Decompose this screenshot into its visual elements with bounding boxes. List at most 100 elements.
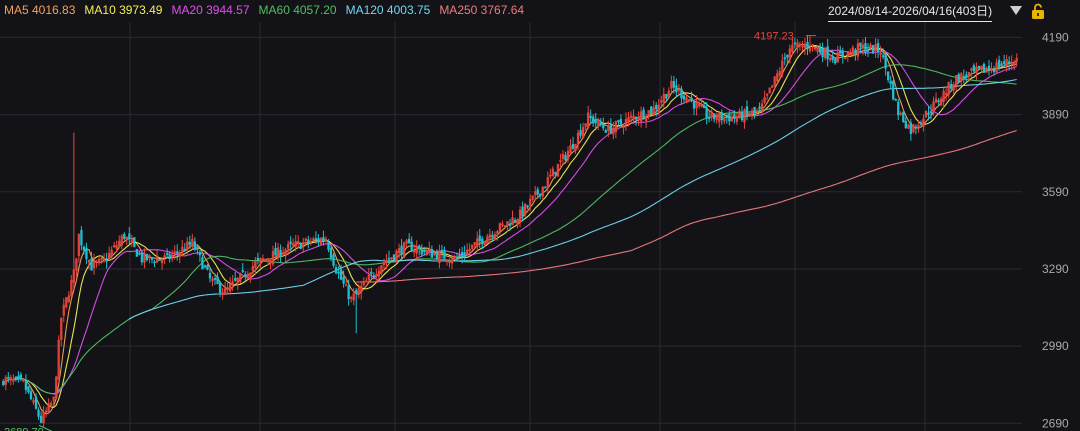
candle-body [34,396,38,409]
candle-body [491,235,494,238]
candle-body [922,118,925,127]
candle-body [513,220,517,222]
candle-body [612,127,615,135]
candle-body [241,270,244,272]
candle-body [307,239,310,244]
candle-body [508,224,512,226]
candle-body [400,245,403,255]
legend-ma250: MA250 3767.64 [439,3,525,17]
candle-body [324,238,328,242]
candle-body [627,116,630,122]
candle-body [221,292,224,296]
candle-body [859,42,862,47]
candle-body [768,87,771,94]
candle-body [12,379,15,382]
candle-body [791,44,794,53]
candle-body [395,250,398,263]
candle-body [50,402,53,406]
candle-body [32,400,35,403]
candle-body [302,242,305,247]
candle-body [355,290,358,294]
lock-icon[interactable] [1030,2,1046,20]
candle-body [864,43,867,53]
candle-body [271,251,275,265]
candle-body [347,285,350,300]
candle-body [234,278,237,281]
candle-body [176,251,179,254]
candle-body [642,109,645,119]
candle-body [329,247,333,259]
candle-body [458,254,461,257]
candle-body [561,153,565,160]
candle-body [244,274,247,277]
candle-body [970,68,973,71]
candle-body [2,381,5,386]
candle-body [468,248,471,252]
candle-body [365,280,368,283]
candle-body [339,269,343,280]
candle-body [430,249,434,258]
candle-body [506,221,509,225]
candle-body [702,105,706,109]
candle-body [539,193,542,196]
candle-body [801,45,804,48]
candle-body [917,124,920,130]
candle-body [806,41,809,49]
date-range-selector[interactable]: 2024/08/14-2026/04/16(403日) [828,3,993,22]
candle-body [753,106,756,113]
candle-body [632,115,635,120]
candle-body [133,237,136,247]
candle-body [483,241,486,246]
candle-body [821,48,824,58]
candle-body [186,241,189,249]
candle-body [97,258,101,263]
candle-body [22,379,25,382]
candle-body [718,112,721,122]
candle-body [407,238,411,244]
candle-body [723,116,726,122]
candle-body [571,144,575,149]
candle-body [423,249,426,252]
candle-body [692,101,696,109]
candle-body [695,102,698,109]
candle-body [392,254,396,261]
candle-body [1013,63,1016,65]
candle-body [445,260,449,262]
candle-body [569,145,572,154]
chevron-down-icon[interactable] [1010,6,1022,15]
candle-body [193,241,197,250]
candle-body [327,242,330,250]
candle-body [228,283,232,292]
candle-body [708,116,711,119]
candle-body [874,44,877,52]
candle-body [599,122,602,126]
candle-body [574,143,577,151]
candle-body [579,130,582,136]
low-marker-line [38,424,53,431]
candle-body [216,276,219,284]
candle-body [415,247,418,254]
candle-body [196,246,199,250]
candle-body [743,109,746,123]
candle-body [730,116,734,122]
candle-body [622,126,625,128]
candle-body [281,252,285,255]
candle-body [526,205,529,208]
candle-body [957,74,960,83]
candle-body [889,80,892,84]
candle-body [796,42,799,48]
candle-body [165,253,169,255]
candle-body [788,48,792,60]
legend-ma10: MA10 3973.49 [84,3,163,17]
candle-body [705,107,708,119]
candle-body [377,270,381,277]
candle-body [876,43,880,53]
candle-body [269,260,272,264]
candle-body [153,261,156,264]
candle-body [385,260,388,263]
candle-body [687,99,691,102]
candle-body [581,127,585,138]
candle-body [297,240,300,243]
